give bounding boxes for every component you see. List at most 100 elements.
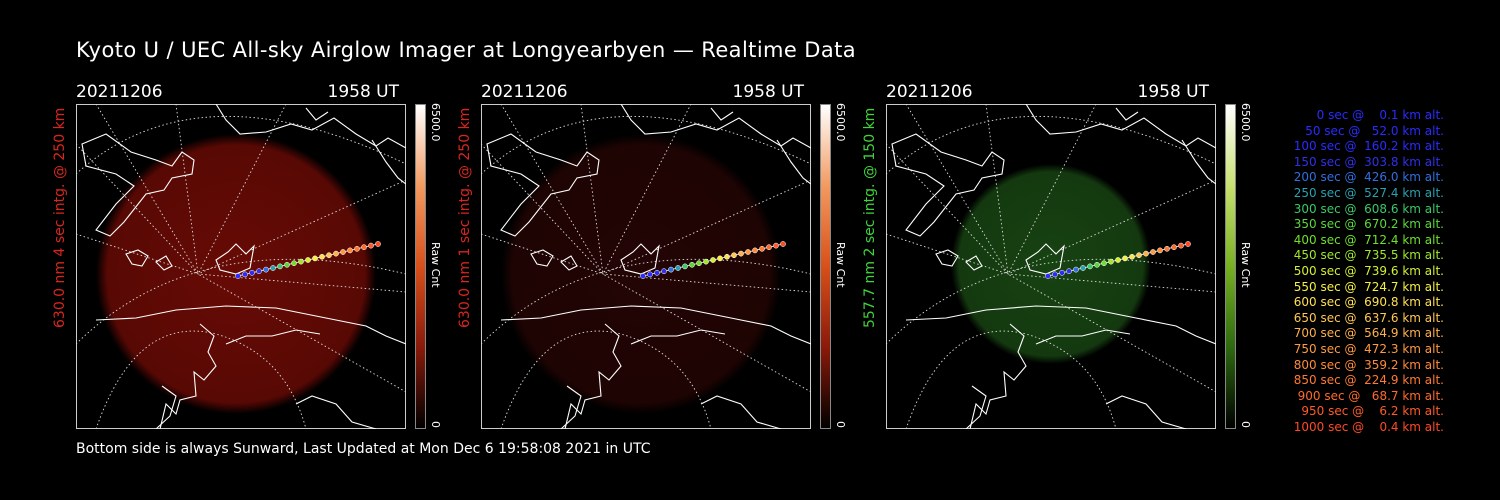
legend-entry: 800 sec @ 359.2 km alt. [1289, 357, 1444, 372]
trajectory-point [333, 250, 339, 257]
coastline [620, 243, 660, 275]
lat-lon-grid-line [602, 273, 811, 293]
coastline [700, 395, 782, 429]
panel-time: 1958 UT [1137, 82, 1210, 102]
trajectory-point [1080, 265, 1086, 271]
coastline [560, 255, 578, 271]
colorbar [1225, 104, 1236, 429]
trajectory-point [668, 266, 674, 273]
trajectory-point [759, 245, 765, 252]
coastline [486, 133, 600, 237]
colorbar-min-label: 0 [429, 421, 442, 428]
airglow-sky-image [951, 164, 1151, 364]
legend-entry: 1000 sec @ 0.4 km alt. [1293, 419, 1444, 434]
trajectory-point [1150, 249, 1156, 255]
colorbar-max-label: 6500.0 [834, 103, 847, 142]
coastline [225, 329, 321, 345]
lat-lon-grid-line [905, 330, 1117, 429]
trajectory-point [738, 250, 744, 257]
trajectory-point [1101, 260, 1107, 267]
trajectory-point [340, 249, 346, 255]
coastline [305, 107, 329, 121]
coastline [215, 104, 406, 149]
coastline [125, 249, 149, 267]
coastline [564, 323, 622, 429]
lat-lon-grid-line [95, 330, 307, 429]
trajectory-point [305, 257, 311, 263]
trajectory-point [675, 265, 681, 271]
trajectory-point [710, 257, 716, 263]
legend-entry: 600 sec @ 690.8 km alt. [1289, 295, 1444, 310]
colorbar-unit-label: Raw Cnt [429, 242, 442, 288]
trajectory-point [1108, 258, 1114, 265]
coastline [620, 104, 811, 149]
trajectory-point [1087, 263, 1093, 270]
legend-entry: 100 sec @ 160.2 km alt. [1289, 139, 1444, 154]
coastline [935, 249, 959, 267]
coastline [159, 323, 217, 429]
all-sky-map [481, 104, 811, 429]
coastline [371, 139, 406, 185]
coastline [1025, 104, 1216, 149]
trajectory-point [682, 263, 688, 270]
colorbar [415, 104, 426, 429]
legend-entry: 400 sec @ 712.4 km alt. [1289, 232, 1444, 247]
trajectory-point [1164, 245, 1170, 252]
coastline [1115, 107, 1139, 121]
trajectory-point [312, 255, 318, 262]
trajectory-legend: 0 sec @ 0.1 km alt. 50 sec @ 52.0 km alt… [1262, 108, 1444, 435]
lat-lon-grid-line [76, 233, 199, 275]
legend-entry: 500 sec @ 739.6 km alt. [1289, 263, 1444, 278]
coastline [95, 305, 406, 345]
lat-lon-grid-line [197, 273, 406, 293]
lat-lon-grid-line [76, 258, 406, 345]
lat-lon-grid-line [95, 104, 199, 275]
lat-lon-grid-line [500, 330, 712, 429]
coastline [155, 255, 173, 271]
coastline [530, 249, 554, 267]
coastline [1105, 395, 1187, 429]
colorbar-min-label: 0 [1239, 421, 1252, 428]
colorbar-unit-label: Raw Cnt [1239, 242, 1252, 288]
trajectory-point [717, 255, 723, 262]
trajectory-point [1094, 261, 1100, 268]
trajectory-point [752, 247, 758, 254]
trajectory-point [263, 266, 269, 273]
trajectory-point [1157, 247, 1163, 254]
legend-entry: 550 sec @ 724.7 km alt. [1289, 279, 1444, 294]
lat-lon-grid-line [175, 104, 199, 275]
lat-lon-grid-line [481, 258, 811, 345]
trajectory-point [1136, 252, 1142, 259]
trajectory-point [319, 253, 325, 260]
lat-lon-grid-line [905, 104, 1009, 275]
all-sky-map [76, 104, 406, 429]
coastline [500, 305, 811, 345]
legend-entry: 50 sec @ 52.0 km alt. [1297, 123, 1444, 138]
trajectory-point [1066, 268, 1072, 275]
panel-date: 20211206 [76, 82, 163, 102]
colorbar-max-label: 6500.0 [429, 103, 442, 142]
all-sky-panel-557-2sec: 20211206 1958 UT 557.7 nm 2 sec intg. @ … [862, 80, 1261, 440]
trajectory-point [1045, 273, 1051, 279]
lat-lon-grid-line [1007, 273, 1216, 293]
coastline [155, 385, 177, 429]
panel-wavelength-label: 557.7 nm 2 sec intg. @ 150 km [862, 107, 878, 328]
trajectory-point [354, 245, 360, 252]
lat-lon-grid-line [481, 143, 604, 275]
trajectory-point [368, 242, 374, 249]
coastline [710, 107, 734, 121]
trajectory-point [1171, 244, 1177, 251]
colorbar-unit-label: Raw Cnt [834, 242, 847, 288]
trajectory-point [284, 261, 290, 268]
lat-lon-grid-line [886, 233, 1009, 275]
legend-entry: 950 sec @ 6.2 km alt. [1297, 404, 1444, 419]
coastline [776, 139, 811, 185]
trajectory-point [249, 269, 255, 276]
trajectory-point [724, 253, 730, 260]
panel-wavelength-label: 630.0 nm 1 sec intg. @ 250 km [457, 107, 473, 328]
legend-entry: 300 sec @ 608.6 km alt. [1289, 201, 1444, 216]
legend-entry: 350 sec @ 670.2 km alt. [1289, 217, 1444, 232]
trajectory-point [235, 273, 241, 279]
trajectory-point [375, 241, 381, 247]
legend-entry: 750 sec @ 472.3 km alt. [1289, 341, 1444, 356]
